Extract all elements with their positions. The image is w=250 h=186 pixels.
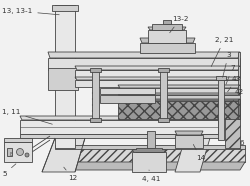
Bar bbox=[158, 68, 169, 72]
Polygon shape bbox=[238, 52, 240, 70]
Circle shape bbox=[16, 148, 24, 155]
Bar bbox=[100, 88, 155, 94]
Bar bbox=[52, 5, 78, 11]
Polygon shape bbox=[48, 52, 240, 58]
Text: 12: 12 bbox=[64, 167, 77, 181]
Text: E: E bbox=[9, 152, 12, 157]
Polygon shape bbox=[140, 38, 195, 43]
Text: 14: 14 bbox=[193, 145, 205, 161]
Polygon shape bbox=[42, 138, 85, 172]
Bar bbox=[175, 135, 203, 148]
Bar bbox=[160, 70, 167, 122]
Bar bbox=[48, 58, 240, 70]
Bar bbox=[136, 148, 162, 152]
Text: 2, 21: 2, 21 bbox=[211, 37, 234, 67]
Bar bbox=[132, 152, 166, 172]
Polygon shape bbox=[55, 162, 245, 170]
Bar bbox=[118, 101, 240, 119]
Bar bbox=[4, 138, 32, 142]
Bar bbox=[55, 145, 245, 149]
Bar bbox=[55, 5, 75, 148]
Polygon shape bbox=[238, 85, 240, 94]
Text: 43: 43 bbox=[228, 76, 241, 92]
Text: 3: 3 bbox=[223, 52, 230, 77]
Polygon shape bbox=[20, 116, 220, 120]
Polygon shape bbox=[118, 85, 240, 88]
Polygon shape bbox=[118, 93, 240, 95]
Text: 13-2: 13-2 bbox=[170, 16, 188, 33]
Polygon shape bbox=[148, 27, 186, 30]
Polygon shape bbox=[175, 138, 210, 172]
Polygon shape bbox=[175, 131, 203, 135]
Polygon shape bbox=[238, 66, 240, 78]
Polygon shape bbox=[238, 77, 240, 87]
Bar bbox=[147, 131, 155, 148]
Bar bbox=[225, 100, 240, 148]
Text: 7: 7 bbox=[226, 65, 234, 84]
Bar bbox=[90, 118, 101, 122]
Bar bbox=[218, 80, 224, 140]
Text: 6: 6 bbox=[239, 140, 244, 152]
Bar bbox=[152, 24, 182, 30]
Bar bbox=[20, 120, 220, 134]
Bar bbox=[90, 68, 101, 72]
Polygon shape bbox=[55, 148, 245, 162]
Text: 1, 11: 1, 11 bbox=[2, 109, 52, 124]
Bar bbox=[4, 142, 32, 162]
Bar bbox=[92, 70, 99, 122]
Circle shape bbox=[25, 153, 29, 157]
Text: 4, 41: 4, 41 bbox=[142, 170, 161, 182]
Polygon shape bbox=[75, 77, 240, 80]
Bar bbox=[163, 20, 171, 24]
Bar bbox=[75, 70, 240, 78]
Bar bbox=[100, 95, 155, 103]
Bar bbox=[7, 148, 12, 156]
Polygon shape bbox=[238, 99, 240, 119]
Bar bbox=[118, 88, 240, 94]
Polygon shape bbox=[118, 99, 240, 101]
Polygon shape bbox=[132, 150, 166, 152]
Bar bbox=[75, 80, 240, 87]
Polygon shape bbox=[218, 116, 220, 134]
Bar bbox=[48, 68, 78, 90]
Text: 42: 42 bbox=[230, 89, 244, 106]
Text: 13, 13-1: 13, 13-1 bbox=[2, 8, 59, 15]
Bar bbox=[216, 76, 226, 80]
Bar bbox=[20, 134, 220, 138]
Text: 5: 5 bbox=[2, 164, 16, 177]
Bar bbox=[158, 118, 169, 122]
Bar bbox=[140, 43, 195, 53]
Bar bbox=[118, 95, 240, 100]
Bar bbox=[148, 30, 186, 43]
Polygon shape bbox=[75, 66, 240, 70]
